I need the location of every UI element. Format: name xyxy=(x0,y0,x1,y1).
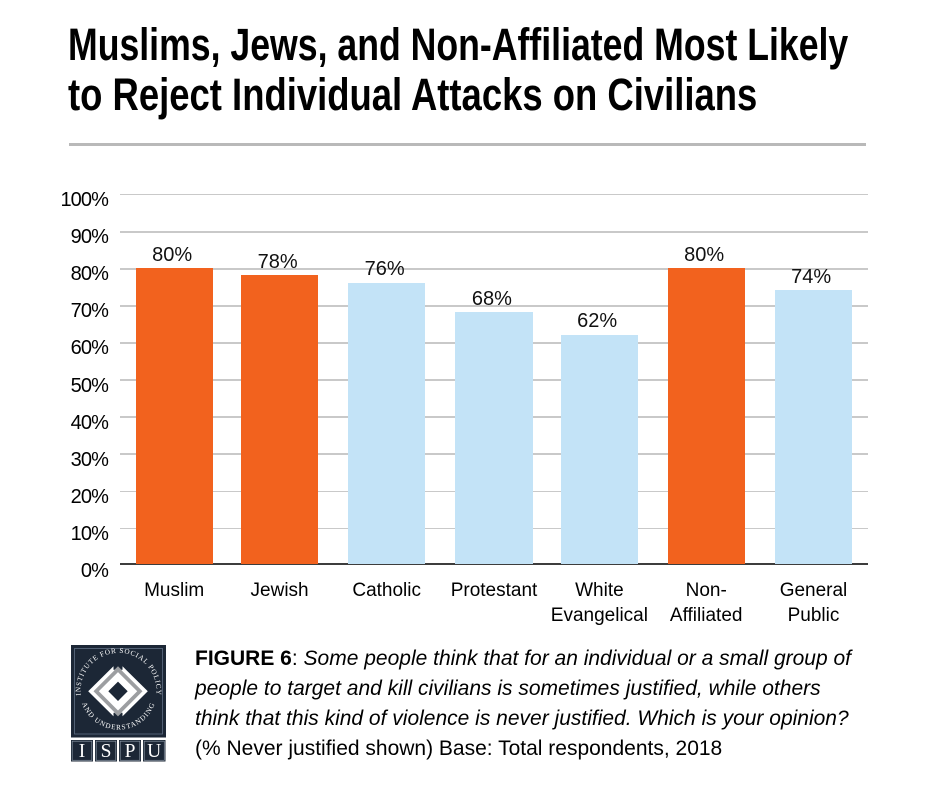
svg-text:P: P xyxy=(125,741,136,762)
svg-text:S: S xyxy=(101,741,112,762)
svg-text:I: I xyxy=(79,741,86,762)
svg-text:U: U xyxy=(147,741,161,762)
